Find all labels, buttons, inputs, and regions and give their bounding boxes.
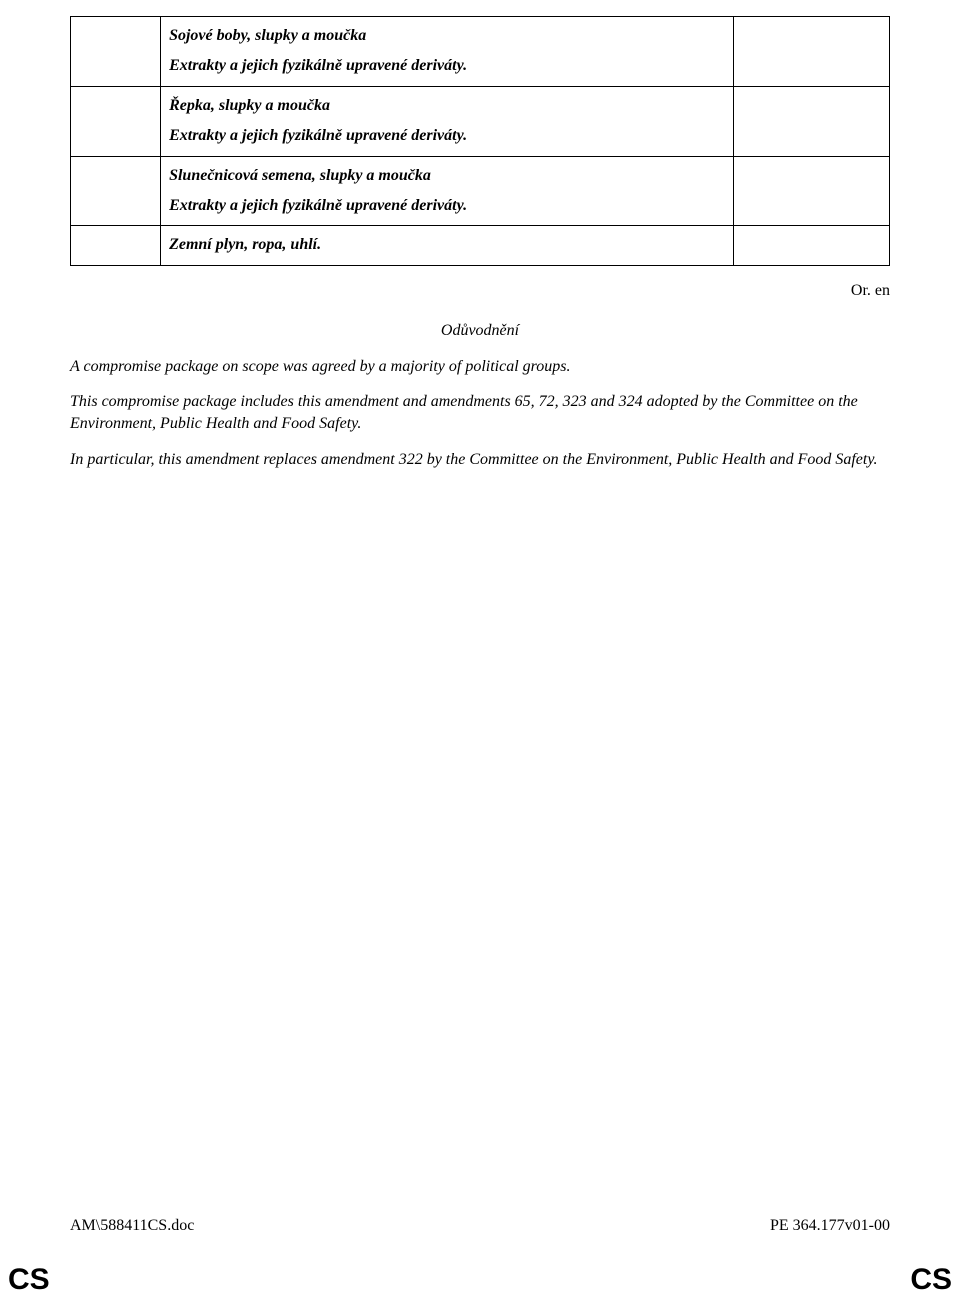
table-cell-empty xyxy=(71,156,161,226)
language-marks: CS CS xyxy=(0,1263,960,1297)
justification-para: This compromise package includes this am… xyxy=(70,391,890,434)
language-code-right: CS xyxy=(910,1263,952,1297)
material-desc: Extrakty a jejich fyzikálně upravené der… xyxy=(169,197,467,214)
table-row: Řepka, slupky a moučka Extrakty a jejich… xyxy=(71,86,890,156)
justification-body: A compromise package on scope was agreed… xyxy=(70,356,890,470)
table-row: Slunečnicová semena, slupky a moučka Ext… xyxy=(71,156,890,226)
table-cell-empty xyxy=(734,156,890,226)
justification-para: In particular, this amendment replaces a… xyxy=(70,449,890,471)
page-footer: AM\588411CS.doc PE 364.177v01-00 xyxy=(70,1217,890,1235)
language-code-left: CS xyxy=(8,1263,50,1297)
table-cell-empty xyxy=(71,17,161,87)
material-desc: Extrakty a jejich fyzikálně upravené der… xyxy=(169,127,467,144)
material-name: Zemní plyn, ropa, uhlí. xyxy=(169,236,321,253)
table-cell-empty xyxy=(71,86,161,156)
table-cell-empty xyxy=(734,17,890,87)
material-name: Slunečnicová semena, slupky a moučka xyxy=(169,167,431,184)
materials-table: Sojové boby, slupky a moučka Extrakty a … xyxy=(70,16,890,266)
table-cell-material: Slunečnicová semena, slupky a moučka Ext… xyxy=(161,156,734,226)
table-cell-material: Sojové boby, slupky a moučka Extrakty a … xyxy=(161,17,734,87)
justification-heading: Odůvodnění xyxy=(70,322,890,340)
material-name: Sojové boby, slupky a moučka xyxy=(169,27,366,44)
table-cell-material: Řepka, slupky a moučka Extrakty a jejich… xyxy=(161,86,734,156)
footer-doc-ref: AM\588411CS.doc xyxy=(70,1217,194,1235)
justification-para: A compromise package on scope was agreed… xyxy=(70,356,890,378)
material-name: Řepka, slupky a moučka xyxy=(169,97,330,114)
original-language: Or. en xyxy=(70,282,890,300)
table-cell-empty xyxy=(734,86,890,156)
table-cell-material: Zemní plyn, ropa, uhlí. xyxy=(161,226,734,265)
table-cell-empty xyxy=(71,226,161,265)
material-desc: Extrakty a jejich fyzikálně upravené der… xyxy=(169,57,467,74)
footer-pe-ref: PE 364.177v01-00 xyxy=(770,1217,890,1235)
table-cell-empty xyxy=(734,226,890,265)
table-row: Zemní plyn, ropa, uhlí. xyxy=(71,226,890,265)
table-row: Sojové boby, slupky a moučka Extrakty a … xyxy=(71,17,890,87)
